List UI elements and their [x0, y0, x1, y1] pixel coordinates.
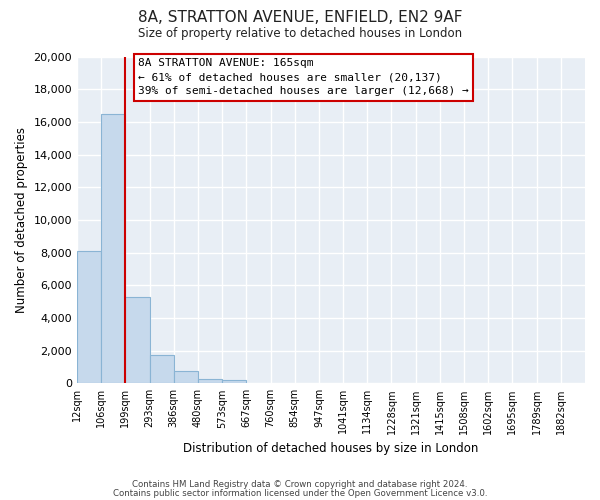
Bar [222, 380, 247, 384]
Y-axis label: Number of detached properties: Number of detached properties [15, 127, 28, 313]
Text: Contains HM Land Registry data © Crown copyright and database right 2024.: Contains HM Land Registry data © Crown c… [132, 480, 468, 489]
Bar [174, 371, 198, 384]
Bar [77, 251, 101, 384]
X-axis label: Distribution of detached houses by size in London: Distribution of detached houses by size … [184, 442, 479, 455]
Bar [149, 354, 174, 384]
Bar [101, 114, 125, 384]
Text: 8A, STRATTON AVENUE, ENFIELD, EN2 9AF: 8A, STRATTON AVENUE, ENFIELD, EN2 9AF [138, 10, 462, 25]
Bar [198, 379, 222, 384]
Text: Contains public sector information licensed under the Open Government Licence v3: Contains public sector information licen… [113, 488, 487, 498]
Bar [125, 296, 149, 384]
Text: Size of property relative to detached houses in London: Size of property relative to detached ho… [138, 28, 462, 40]
Text: 8A STRATTON AVENUE: 165sqm
← 61% of detached houses are smaller (20,137)
39% of : 8A STRATTON AVENUE: 165sqm ← 61% of deta… [138, 58, 469, 96]
